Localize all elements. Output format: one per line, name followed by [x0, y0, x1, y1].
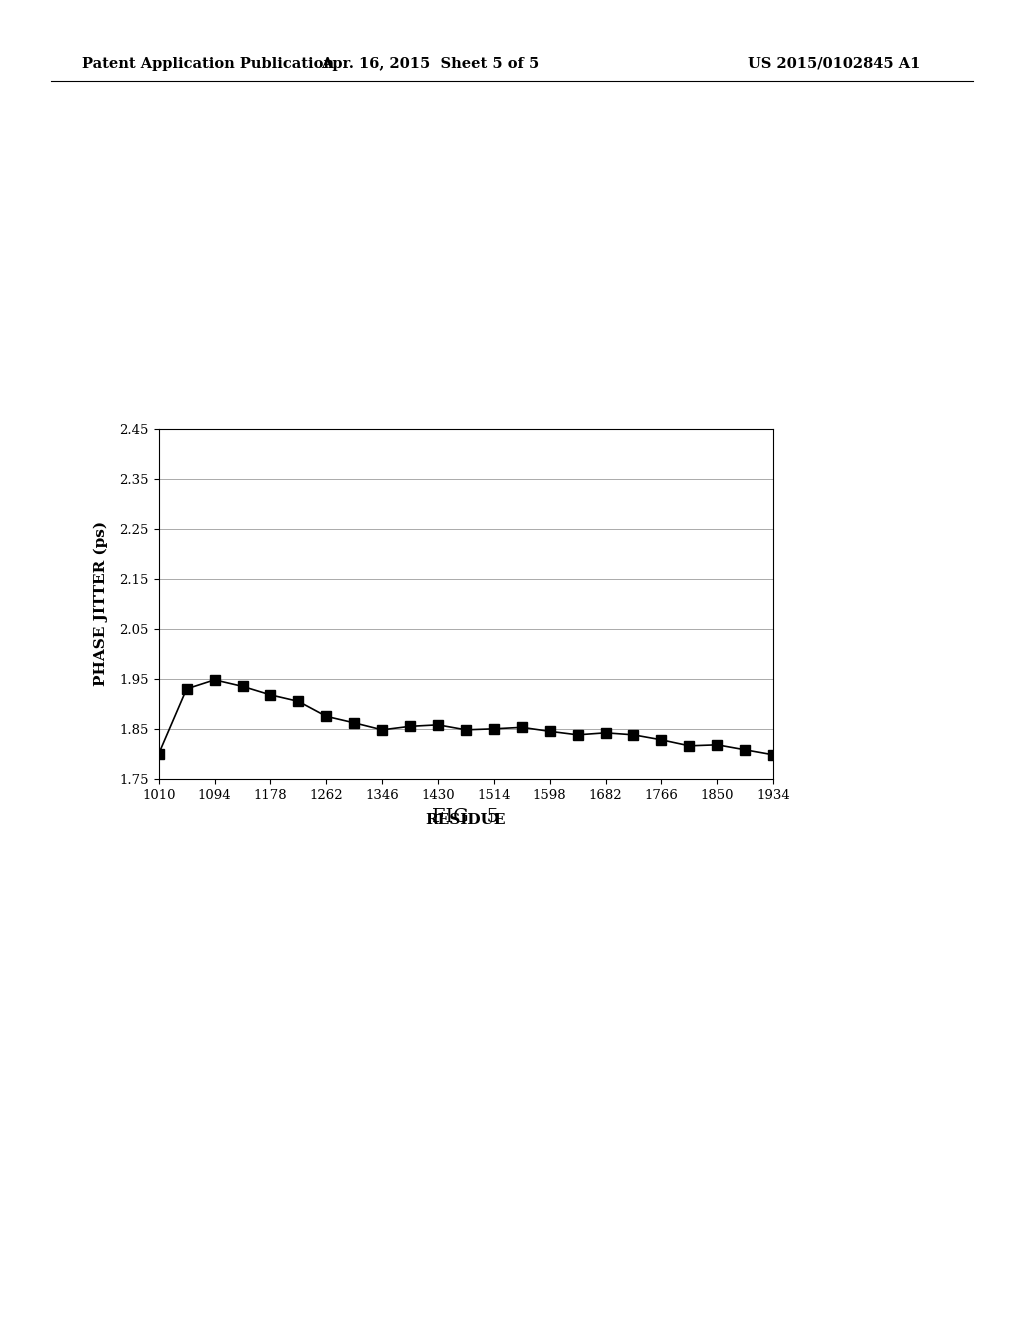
Text: FIG.  5: FIG. 5 [432, 808, 500, 826]
Y-axis label: PHASE JITTER (ps): PHASE JITTER (ps) [94, 521, 109, 686]
X-axis label: RESIDUE: RESIDUE [426, 813, 506, 826]
Text: US 2015/0102845 A1: US 2015/0102845 A1 [748, 57, 920, 71]
Text: Patent Application Publication: Patent Application Publication [82, 57, 334, 71]
Text: Apr. 16, 2015  Sheet 5 of 5: Apr. 16, 2015 Sheet 5 of 5 [321, 57, 540, 71]
